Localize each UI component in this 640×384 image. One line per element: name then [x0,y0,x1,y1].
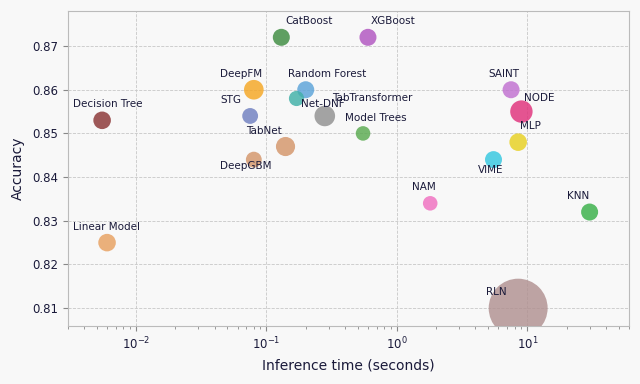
Text: Model Trees: Model Trees [345,113,406,122]
Point [249,157,259,163]
Text: NAM: NAM [412,182,436,192]
Text: DeepGBM: DeepGBM [220,161,271,170]
Point [301,87,311,93]
Point [249,87,259,93]
Point [291,95,301,101]
Point [513,139,524,145]
Point [506,87,516,93]
Y-axis label: Accuracy: Accuracy [11,137,25,200]
X-axis label: Inference time (seconds): Inference time (seconds) [262,359,435,373]
Text: Linear Model: Linear Model [73,222,140,232]
Text: VIME: VIME [478,165,504,175]
Text: XGBoost: XGBoost [371,17,415,26]
Text: DeepFM: DeepFM [220,69,262,79]
Text: KNN: KNN [566,191,589,201]
Text: CatBoost: CatBoost [285,17,333,26]
Text: NODE: NODE [524,93,555,103]
Point [319,113,330,119]
Point [513,305,524,311]
Point [280,144,291,150]
Point [276,34,287,40]
Point [425,200,435,206]
Text: Random Forest: Random Forest [287,69,365,79]
Text: STG: STG [220,95,241,105]
Text: Decision Tree: Decision Tree [73,99,143,109]
Point [97,117,108,123]
Point [363,34,373,40]
Point [584,209,595,215]
Text: RLN: RLN [486,287,506,297]
Point [358,130,368,136]
Point [102,240,112,246]
Point [516,109,527,115]
Text: TabTransformer: TabTransformer [332,93,413,103]
Text: TabNet: TabNet [246,126,282,136]
Text: Net-DNF: Net-DNF [301,99,345,109]
Text: SAINT: SAINT [488,69,519,79]
Point [245,113,255,119]
Text: MLP: MLP [520,121,541,131]
Point [488,157,499,163]
